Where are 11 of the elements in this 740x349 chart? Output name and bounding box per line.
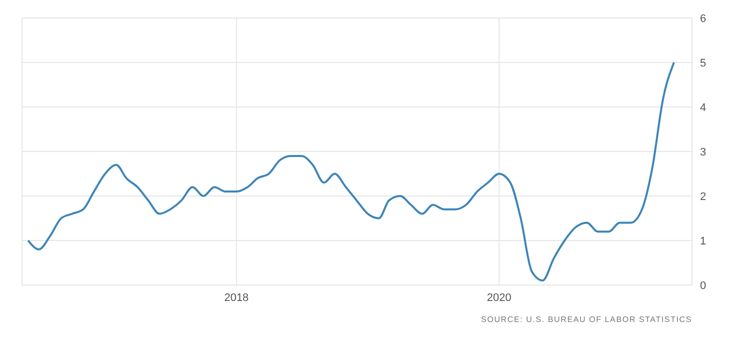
line-series [27,62,676,282]
y-tick-label: 6 [700,12,706,25]
y-tick-label: 4 [700,102,706,114]
y-tick-label: 0 [700,280,706,292]
x-tick-label: 2020 [486,292,512,304]
x-tick-label: 2018 [224,292,249,304]
source-note: SOURCE: U.S. BUREAU OF LABOR STATISTICS [481,315,692,324]
y-tick-label: 5 [700,57,706,70]
y-tick-label: 1 [700,235,706,248]
y-tick-label: 2 [700,190,706,203]
y-tick-label: 3 [700,146,706,158]
